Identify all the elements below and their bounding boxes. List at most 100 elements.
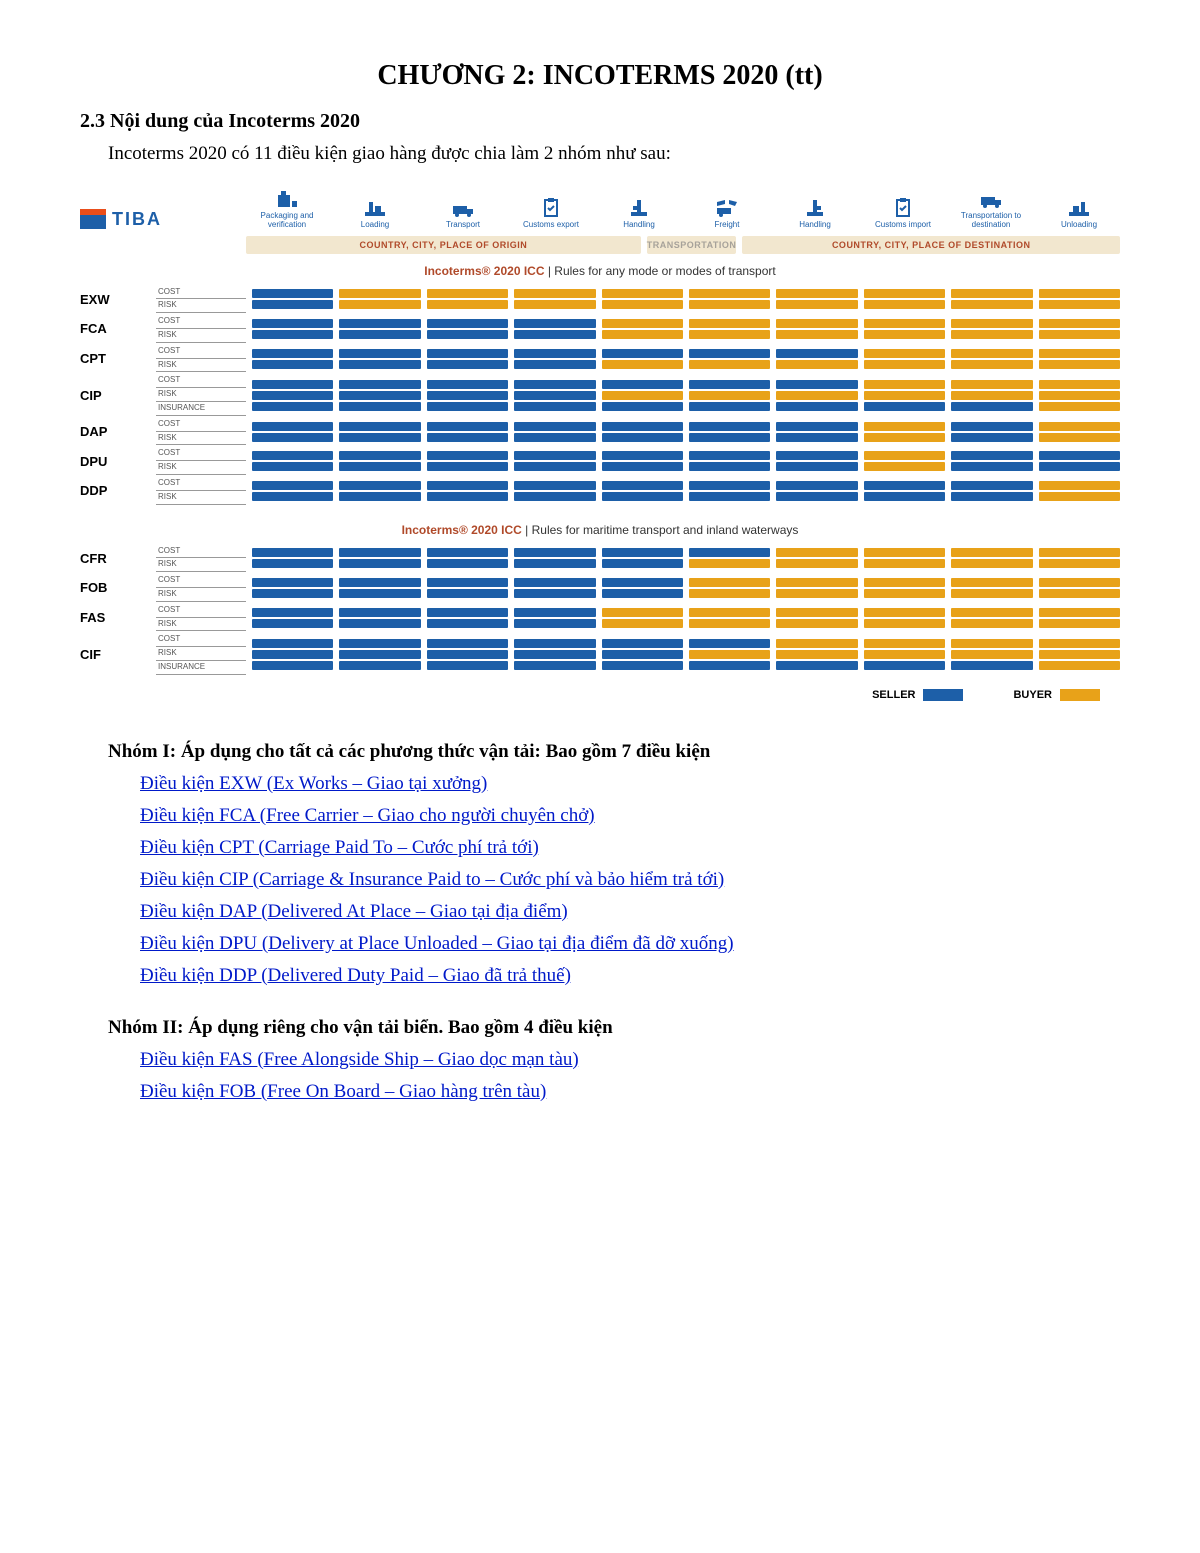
bar	[602, 289, 683, 298]
bar	[252, 639, 333, 648]
term-code: CIF	[80, 647, 150, 662]
bar	[776, 559, 857, 568]
bar	[776, 492, 857, 501]
bar	[339, 300, 420, 309]
bar	[252, 391, 333, 400]
bar	[427, 462, 508, 471]
term-code: EXW	[80, 292, 150, 307]
step-2: Transport	[422, 198, 504, 230]
row-labels: COSTRISK	[156, 315, 246, 343]
bar	[514, 650, 595, 659]
bar	[951, 402, 1032, 411]
bar	[1039, 639, 1120, 648]
bar	[864, 360, 945, 369]
term-cells	[252, 548, 1120, 568]
bar	[339, 608, 420, 617]
bar	[864, 492, 945, 501]
term-row-cip: CIP COSTRISKINSURANCE	[80, 374, 1120, 415]
bar	[427, 300, 508, 309]
bar	[951, 639, 1032, 648]
bar	[427, 380, 508, 389]
bar	[339, 462, 420, 471]
bar	[427, 349, 508, 358]
bar	[864, 402, 945, 411]
term-code: DDP	[80, 483, 150, 498]
bar	[514, 492, 595, 501]
row-labels: COSTRISK	[156, 345, 246, 373]
bar	[951, 289, 1032, 298]
bar	[427, 289, 508, 298]
bar	[951, 422, 1032, 431]
term-row-dap: DAPCOSTRISK	[80, 418, 1120, 446]
bar	[339, 391, 420, 400]
bar	[602, 548, 683, 557]
term-row-cfr: CFRCOSTRISK	[80, 545, 1120, 573]
bar	[1039, 360, 1120, 369]
bar	[514, 402, 595, 411]
bar	[339, 548, 420, 557]
term-link[interactable]: Điều kiện EXW (Ex Works – Giao tại xưởng…	[140, 773, 1120, 795]
row-labels: COSTRISK	[156, 604, 246, 632]
bar	[514, 548, 595, 557]
step-9: Unloading	[1038, 198, 1120, 230]
bar	[864, 462, 945, 471]
term-link[interactable]: Điều kiện DPU (Delivery at Place Unloade…	[140, 933, 1120, 955]
bar	[602, 319, 683, 328]
bar	[252, 330, 333, 339]
page-title: CHƯƠNG 2: INCOTERMS 2020 (tt)	[80, 60, 1120, 92]
bar	[514, 289, 595, 298]
bar	[689, 422, 770, 431]
bar	[252, 319, 333, 328]
bar	[864, 619, 945, 628]
bar	[689, 462, 770, 471]
bar	[514, 391, 595, 400]
term-cells	[252, 608, 1120, 628]
bar	[252, 481, 333, 490]
bar	[514, 619, 595, 628]
bar	[339, 650, 420, 659]
bar	[776, 422, 857, 431]
legend-seller: SELLER	[872, 689, 963, 701]
term-link[interactable]: Điều kiện FOB (Free On Board – Giao hàng…	[140, 1081, 1120, 1103]
bar	[776, 380, 857, 389]
step-6: Handling	[774, 198, 856, 230]
bar	[951, 300, 1032, 309]
bar	[864, 391, 945, 400]
bar	[951, 650, 1032, 659]
bar	[427, 589, 508, 598]
bar	[1039, 422, 1120, 431]
bar	[864, 559, 945, 568]
bar	[1039, 289, 1120, 298]
term-link[interactable]: Điều kiện DDP (Delivered Duty Paid – Gia…	[140, 965, 1120, 987]
term-link[interactable]: Điều kiện CIP (Carriage & Insurance Paid…	[140, 869, 1120, 891]
step-7: Customs import	[862, 198, 944, 230]
incoterms-chart: TIBA Packaging and verificationLoadingTr…	[80, 189, 1120, 701]
bar	[776, 578, 857, 587]
term-link[interactable]: Điều kiện DAP (Delivered At Place – Giao…	[140, 901, 1120, 923]
bar	[602, 639, 683, 648]
bar	[689, 589, 770, 598]
bar	[427, 619, 508, 628]
bar	[864, 433, 945, 442]
term-cells	[252, 481, 1120, 501]
term-link[interactable]: Điều kiện FCA (Free Carrier – Giao cho n…	[140, 805, 1120, 827]
bar	[252, 492, 333, 501]
bar	[864, 349, 945, 358]
term-link[interactable]: Điều kiện FAS (Free Alongside Ship – Gia…	[140, 1049, 1120, 1071]
bar	[951, 492, 1032, 501]
row-labels: COSTRISK	[156, 286, 246, 314]
term-row-exw: EXW COSTRISK	[80, 286, 1120, 314]
term-code: CIP	[80, 388, 150, 403]
bar	[689, 639, 770, 648]
bar	[864, 300, 945, 309]
bar	[339, 349, 420, 358]
group1-links: Điều kiện EXW (Ex Works – Giao tại xưởng…	[140, 773, 1120, 987]
term-link[interactable]: Điều kiện CPT (Carriage Paid To – Cước p…	[140, 837, 1120, 859]
group2-heading: Nhóm II: Áp dụng riêng cho vận tải biển.…	[108, 1017, 1120, 1039]
bar	[252, 422, 333, 431]
bar	[427, 548, 508, 557]
bar	[776, 481, 857, 490]
row-labels: COSTRISKINSURANCE	[156, 374, 246, 415]
bar	[951, 578, 1032, 587]
step-3: Customs export	[510, 198, 592, 230]
